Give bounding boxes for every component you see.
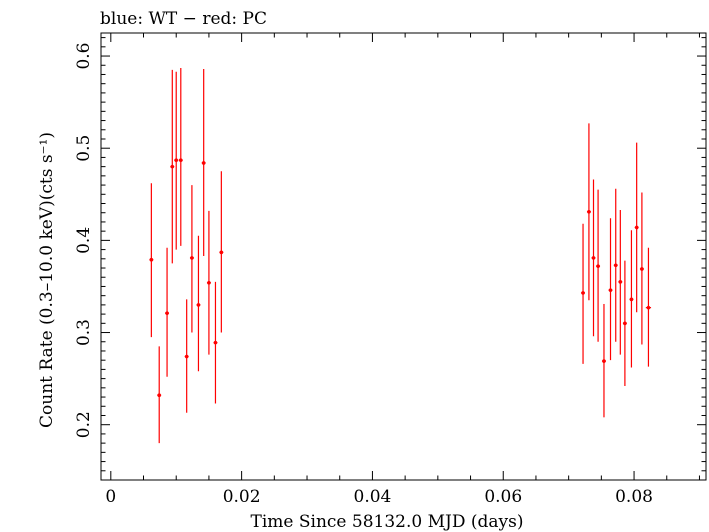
y-tick-label: 0.4 [74, 227, 94, 254]
point-marker [640, 267, 644, 271]
point-marker [602, 359, 606, 363]
point-marker [591, 256, 596, 260]
data-point [189, 185, 194, 333]
data-point [165, 247, 170, 377]
data-point [149, 183, 154, 338]
point-marker [178, 158, 183, 162]
point-marker [646, 305, 651, 310]
point-marker [587, 210, 591, 214]
data-point [622, 260, 627, 386]
point-marker [184, 354, 189, 359]
data-point [591, 179, 596, 337]
y-tick-label: 0.5 [74, 135, 94, 162]
axis-ticks: 0 0.02 0.04 0.06 0.08 0.2 0.3 0.4 0.5 0.6 [74, 33, 706, 507]
data-point [639, 192, 644, 345]
point-marker [201, 161, 206, 165]
x-tick-label: 0.08 [615, 487, 653, 507]
data-point [634, 142, 639, 313]
point-marker [634, 225, 639, 230]
point-marker [157, 393, 162, 398]
point-marker [165, 311, 169, 315]
point-marker [613, 263, 618, 268]
y-axis-label: Count Rate (0.3–10.0 keV)(cts s⁻¹) [37, 132, 57, 428]
point-marker [629, 297, 634, 302]
x-axis-label: Time Since 58132.0 MJD (days) [251, 512, 524, 532]
data-point [645, 247, 652, 367]
data-point [213, 281, 218, 404]
x-tick-label: 0.02 [223, 487, 261, 507]
point-marker [170, 164, 175, 169]
data-point [602, 303, 606, 418]
data-point [170, 69, 175, 264]
data-point [174, 71, 179, 250]
chart-title: blue: WT − red: PC [100, 9, 267, 29]
data-point [201, 68, 206, 257]
point-marker [608, 288, 613, 292]
point-marker [207, 280, 211, 285]
point-marker [190, 256, 194, 260]
data-points [149, 68, 652, 444]
y-tick-label: 0.6 [74, 43, 94, 70]
y-tick-label: 0.2 [74, 411, 94, 438]
data-point [219, 171, 224, 333]
point-marker [581, 291, 585, 295]
point-marker [149, 257, 154, 262]
point-marker [219, 250, 224, 255]
data-point [613, 188, 618, 342]
data-point [618, 209, 623, 355]
data-point [596, 189, 601, 342]
data-point [206, 210, 211, 355]
data-point [608, 218, 613, 361]
data-point [157, 346, 162, 444]
point-marker [174, 158, 179, 162]
point-marker [618, 280, 623, 284]
data-point [629, 230, 634, 368]
data-point [184, 299, 189, 413]
data-point [178, 68, 183, 246]
x-tick-label: 0.06 [484, 487, 522, 507]
point-marker [596, 264, 600, 268]
x-tick-label: 0.04 [354, 487, 392, 507]
point-marker [213, 340, 218, 345]
x-tick-label: 0 [105, 487, 116, 507]
y-tick-label: 0.3 [74, 319, 94, 346]
data-point [581, 223, 585, 364]
plot-frame [100, 32, 707, 481]
data-point [196, 235, 201, 372]
point-marker [196, 303, 201, 307]
data-point [586, 123, 591, 301]
point-marker [623, 321, 627, 326]
